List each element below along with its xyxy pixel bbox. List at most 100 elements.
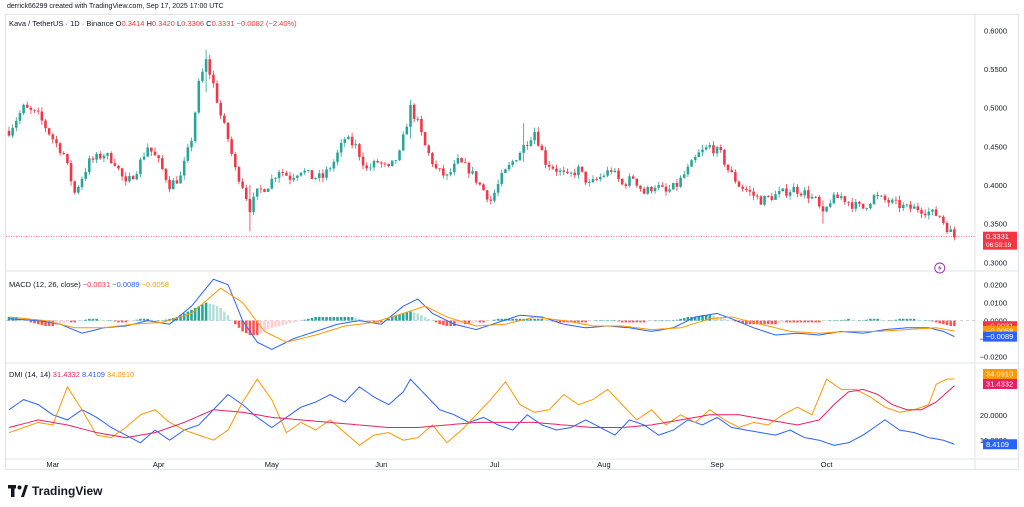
macd-histogram-bar [861, 320, 865, 322]
candle-body [478, 182, 482, 185]
candle-body [25, 104, 29, 108]
candle-body [650, 186, 653, 192]
candle-body [182, 160, 186, 176]
macd-histogram-bar [212, 304, 215, 321]
candle-body [496, 183, 500, 193]
macd-histogram-bar [730, 320, 733, 322]
candle-body [219, 102, 222, 116]
macd-histogram-bar [642, 320, 646, 323]
candle-body [350, 136, 354, 146]
tradingview-logo[interactable]: TradingView [8, 484, 102, 498]
candle-body [62, 153, 66, 155]
macd-histogram-bar [748, 320, 752, 325]
candle-body [755, 195, 759, 197]
macd-histogram-bar [562, 320, 566, 323]
macd-histogram-bar [66, 320, 69, 323]
lightning-icon [934, 262, 946, 274]
macd-histogram-bar [891, 320, 894, 322]
candle-body [237, 167, 241, 182]
candle-body [591, 179, 595, 183]
candle-body [547, 164, 551, 167]
macd-histogram-bar [927, 320, 931, 322]
macd-histogram-bar [369, 320, 372, 322]
candle-body [204, 59, 208, 72]
macd-histogram-bar [938, 320, 942, 324]
last-price-label: 0.3331 [986, 232, 1009, 241]
macd-signal-badge [983, 326, 1017, 337]
time-tick-label: Mar [46, 460, 59, 469]
candle-body [609, 170, 613, 172]
candle-body [153, 151, 157, 156]
macd-histogram-bar [427, 318, 431, 321]
candle-body [223, 115, 226, 123]
candle-body [814, 196, 817, 198]
macd-histogram-bar [47, 320, 51, 326]
candle-body [748, 190, 752, 192]
macd-histogram-bar [405, 312, 409, 321]
low-value: 0.3306 [181, 19, 205, 28]
macd-histogram-bar [588, 320, 591, 322]
candle-body [854, 201, 858, 209]
candle-body [193, 112, 197, 141]
candle-body [887, 200, 890, 203]
candle-body [642, 188, 646, 194]
macd-histogram-bar [234, 320, 237, 325]
candle-body [912, 206, 916, 209]
candle-body [171, 180, 175, 190]
macd-tick-label: 0.0100 [984, 299, 1007, 308]
candle-body [164, 168, 168, 180]
macd-histogram-bar [901, 318, 905, 321]
macd-histogram-bar [770, 320, 774, 325]
macd-histogram-bar [872, 318, 876, 321]
dmi-tick-label: 20.0000 [980, 411, 1007, 420]
brand-name: TradingView [32, 484, 103, 498]
macd-histogram-bar [544, 319, 547, 321]
candle-body [719, 147, 723, 151]
candle-body [438, 168, 441, 170]
macd-histogram-bar [609, 320, 613, 322]
macd-histogram-bar [821, 320, 825, 322]
candle-body [157, 155, 160, 159]
candle-body [595, 179, 598, 180]
macd-histogram-bar [277, 320, 281, 326]
candle-body [285, 172, 288, 176]
change-value: −0.0082 (−2.40%) [236, 19, 297, 28]
macd-histogram-bar [832, 320, 836, 322]
candle-body [288, 175, 292, 180]
candle-body [869, 203, 872, 209]
candle-body [270, 178, 274, 189]
candle-body [489, 199, 493, 201]
macd-histogram-bar [350, 317, 354, 321]
macd-histogram-bar [241, 320, 244, 332]
candle-body [398, 150, 401, 161]
macd-histogram-bar [471, 320, 474, 324]
macd-histogram-bar [628, 320, 631, 323]
candle-body [701, 149, 704, 153]
candle-body [661, 185, 664, 187]
macd-histogram-bar [485, 320, 489, 322]
candle-body [277, 171, 281, 179]
macd-histogram-bar [416, 313, 420, 321]
macd-histogram-bar [102, 320, 106, 322]
macd-histogram-bar [95, 318, 98, 321]
price-tick-label: 0.6000 [984, 26, 1007, 35]
macd-histogram-bar [664, 320, 668, 322]
candle-body [266, 188, 270, 192]
macd-histogram-bar [109, 320, 113, 322]
dmi-plus-badge [983, 439, 1017, 450]
macd-histogram-bar [332, 317, 336, 321]
macd-tick-label: −0.0200 [980, 353, 1007, 362]
candle-body [533, 131, 536, 141]
macd-histogram-bar [584, 320, 587, 323]
macd-histogram-bar [303, 319, 306, 321]
candle-body [788, 192, 792, 196]
candle-body [540, 145, 544, 151]
candle-body [752, 191, 755, 196]
close-label: C [206, 19, 212, 28]
macd-histogram-bar [339, 317, 343, 321]
candle-body [828, 203, 832, 207]
macd-histogram-bar [285, 320, 288, 325]
main-legend: Kava / TetherUS · 1D · Binance O0.3414 H… [9, 19, 297, 28]
dmi-minus_di-line [8, 378, 955, 446]
